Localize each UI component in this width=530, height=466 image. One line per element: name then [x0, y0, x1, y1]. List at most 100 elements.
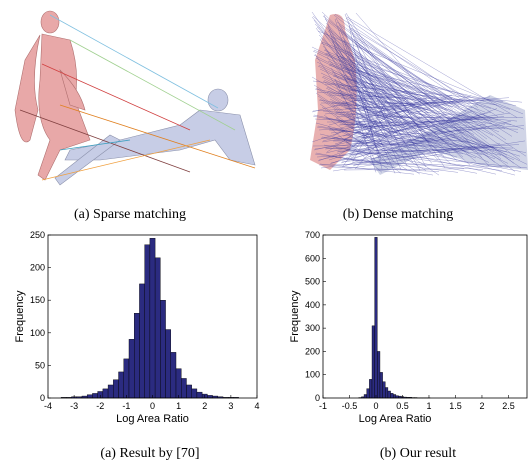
bar: [160, 300, 166, 399]
axes-frame: [322, 234, 528, 399]
x-axis-label: Log Area Ratio: [116, 413, 189, 425]
y-tick-label: 100: [30, 328, 45, 338]
match-line: [350, 62, 464, 158]
match-line: [327, 90, 418, 133]
bar: [186, 384, 192, 399]
match-line: [345, 17, 479, 108]
match-line: [319, 133, 497, 175]
bar: [385, 387, 389, 399]
y-tick-label: 150: [30, 295, 45, 305]
match-line: [354, 43, 527, 157]
x-tick-label: -1: [319, 401, 327, 411]
x-tick-label: 1: [426, 401, 431, 411]
match-line: [351, 61, 503, 168]
bar: [107, 384, 114, 399]
match-line: [325, 87, 451, 153]
match-line: [332, 75, 409, 101]
match-line: [341, 131, 375, 150]
match-line: [348, 24, 374, 138]
x-tick-label: 0.5: [396, 401, 409, 411]
match-line: [344, 78, 434, 98]
bar: [196, 391, 203, 399]
bar: [86, 394, 93, 399]
body-part: [40, 10, 60, 34]
match-line: [322, 45, 433, 164]
match-line: [315, 152, 434, 176]
match-line: [340, 97, 371, 99]
match-line: [41, 63, 191, 131]
x-tick-label: 0: [373, 401, 378, 411]
x-tick-label: 2.5: [502, 401, 515, 411]
match-line: [316, 61, 403, 105]
x-tick-label: 1: [176, 401, 181, 411]
match-line: [355, 77, 373, 126]
match-line: [347, 20, 446, 168]
x-tick-label: -0.5: [342, 401, 358, 411]
match-line: [327, 125, 383, 173]
bar: [170, 352, 177, 399]
match-line: [334, 48, 458, 161]
match-line: [349, 123, 419, 148]
match-line: [346, 51, 483, 159]
y-tick-label: 700: [305, 230, 320, 240]
match-line: [321, 41, 505, 114]
match-line: [331, 166, 440, 172]
match-line: [311, 16, 418, 136]
match-line: [328, 64, 428, 102]
match-line: [340, 67, 453, 99]
y-axis-label: Frequency: [289, 290, 301, 342]
y-tick-label: 300: [305, 323, 320, 333]
y-tick-label: 0: [40, 393, 45, 403]
match-line: [331, 101, 399, 132]
y-tick-label: 0: [315, 393, 320, 403]
match-line: [348, 137, 456, 156]
dense-matching-image: [310, 11, 528, 176]
match-line: [329, 111, 473, 165]
bar: [393, 394, 397, 399]
x-tick-label: -1: [122, 401, 130, 411]
match-line: [347, 55, 411, 128]
match-line: [336, 21, 507, 141]
bar: [181, 378, 187, 399]
bar: [175, 368, 182, 399]
bar: [390, 393, 394, 399]
match-line: [332, 100, 485, 107]
bar: [382, 381, 386, 399]
match-line: [323, 114, 402, 174]
x-tick-label: 2: [479, 401, 484, 411]
y-axis-label: Frequency: [14, 290, 26, 342]
bar: [128, 339, 135, 399]
match-line: [335, 147, 503, 171]
match-line: [340, 98, 447, 129]
match-line: [338, 24, 474, 120]
match-line: [349, 28, 460, 107]
match-line: [318, 164, 376, 166]
match-line: [343, 39, 383, 169]
match-line: [353, 104, 482, 147]
bar: [118, 371, 124, 399]
match-line: [352, 136, 437, 167]
body-part: [370, 95, 528, 175]
bar: [102, 388, 109, 399]
match-line: [334, 18, 382, 161]
match-line: [318, 34, 452, 165]
match-line: [342, 40, 502, 160]
match-line: [329, 63, 467, 112]
match-line: [317, 30, 524, 115]
bar: [366, 388, 370, 399]
match-line: [355, 12, 490, 167]
match-line: [322, 15, 515, 164]
match-line: [41, 139, 211, 181]
x-tick-label: -2: [96, 401, 104, 411]
x-tick-label: 4: [254, 401, 259, 411]
match-line: [317, 65, 489, 155]
bar: [369, 379, 373, 399]
match-line: [345, 112, 438, 149]
caption: (a) Result by [70]: [100, 446, 199, 461]
bar: [149, 238, 156, 399]
bar: [377, 351, 381, 399]
match-line: [348, 89, 415, 97]
match-line: [354, 38, 480, 116]
match-line: [335, 17, 421, 171]
y-tick-label: 200: [30, 263, 45, 273]
